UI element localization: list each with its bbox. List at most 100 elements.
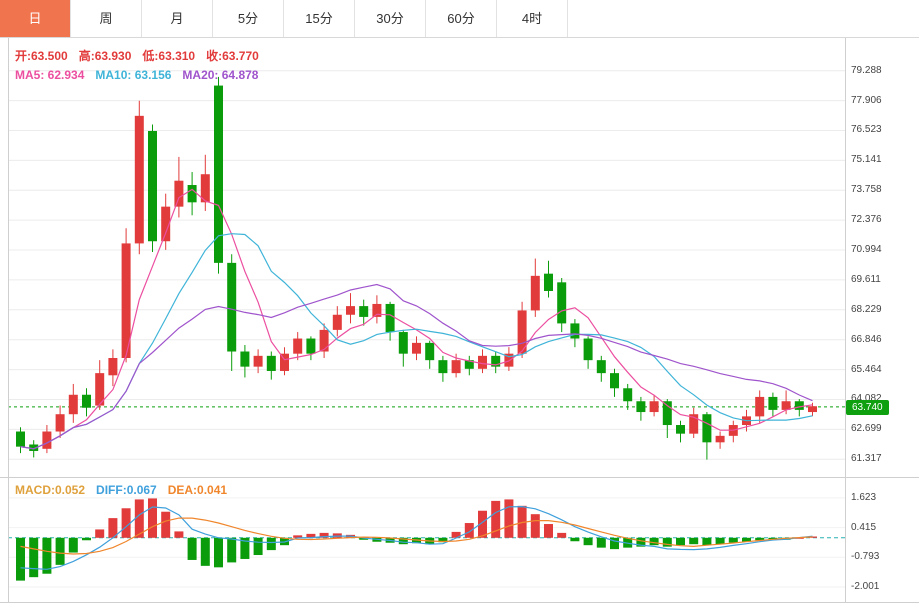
candle-body (517, 310, 527, 354)
candlestick-chart[interactable] (8, 38, 845, 478)
candle-body (702, 414, 712, 443)
candle-body (121, 243, 131, 358)
macd-hist-bar (398, 537, 408, 545)
price-tick-label: 73.758 (851, 184, 882, 196)
candle-body (332, 314, 342, 330)
macd-hist-bar (29, 537, 39, 578)
macd-hist-bar (517, 505, 527, 538)
candle-body (570, 323, 580, 339)
macd-hist-bar (583, 537, 593, 546)
macd-hist-bar (121, 508, 131, 538)
candle-body (82, 394, 91, 408)
candle-body (200, 174, 210, 203)
tab-日[interactable]: 日 (0, 0, 71, 37)
candle-body (385, 303, 395, 333)
macd-tick-label: 0.415 (851, 521, 877, 533)
macd-hist-bar (728, 537, 738, 543)
candle-body (464, 360, 474, 369)
macd-hist-bar (570, 537, 580, 542)
tab-5分[interactable]: 5分 (213, 0, 284, 37)
candle-body (781, 401, 791, 410)
price-tick-label: 70.994 (851, 244, 882, 256)
candle-body (491, 355, 501, 367)
candle-body (187, 185, 197, 203)
candle-body (649, 401, 659, 413)
candle-body (596, 360, 606, 374)
candle-body (240, 351, 250, 367)
price-tick-label: 77.906 (851, 94, 882, 106)
macd-hist-bar (742, 537, 751, 542)
candle-body (425, 342, 435, 361)
candle-body (398, 332, 408, 354)
bottom-border (0, 602, 919, 603)
macd-hist-bar (478, 510, 487, 538)
macd-hist-bar (438, 537, 448, 543)
candle-body (676, 425, 685, 434)
candle-body (504, 353, 514, 367)
macd-hist-bar (715, 537, 725, 545)
macd-tick-label: 1.623 (851, 491, 877, 503)
candle-body (108, 358, 118, 376)
macd-hist-bar (16, 537, 25, 581)
candle-body (253, 355, 263, 367)
tab-30分[interactable]: 30分 (355, 0, 426, 37)
candle-body (359, 306, 369, 317)
macd-hist-bar (596, 537, 606, 548)
macd-hist-bar (464, 523, 474, 538)
macd-hist-bar (702, 537, 712, 546)
candle-body (134, 115, 144, 244)
legend-item: 开:63.500 (15, 49, 68, 63)
macd-hist-bar (134, 499, 144, 538)
legend-item: MA10: 63.156 (95, 68, 172, 82)
macd-hist-bar (240, 537, 250, 559)
macd-hist-bar (689, 537, 699, 545)
candle-body (346, 306, 355, 315)
tab-月[interactable]: 月 (142, 0, 213, 37)
candle-body (689, 414, 699, 434)
tab-4时[interactable]: 4时 (497, 0, 568, 37)
candle-body (161, 206, 171, 242)
candle-body (451, 360, 461, 374)
candle-body (438, 360, 448, 374)
candle-body (412, 342, 421, 354)
macd-hist-bar (319, 532, 329, 538)
macd-hist-bar (227, 537, 237, 563)
macd-hist-bar (108, 518, 118, 538)
macd-chart[interactable] (8, 479, 845, 603)
candle-body (794, 401, 804, 410)
macd-hist-bar (68, 537, 78, 553)
candle-body (29, 444, 39, 451)
legend-item: DIFF:0.067 (96, 483, 157, 497)
tab-15分[interactable]: 15分 (284, 0, 355, 37)
diff-line (20, 505, 813, 570)
macd-hist-bar (359, 537, 369, 540)
macd-hist-bar (610, 537, 619, 550)
candle-body (530, 275, 540, 311)
macd-hist-bar (200, 537, 210, 566)
macd-hist-bar (161, 511, 171, 538)
legend-item: MACD:0.052 (15, 483, 86, 497)
price-tick-label: 76.523 (851, 124, 882, 136)
candle-body (544, 273, 553, 291)
candle-body (319, 329, 329, 352)
macd-hist-bar (95, 529, 105, 538)
candle-body (610, 373, 619, 389)
candle-body (280, 353, 289, 371)
macd-hist-bar (214, 537, 223, 568)
candle-body (174, 180, 184, 207)
candle-body (808, 406, 817, 413)
macd-hist-bar (557, 532, 567, 538)
price-tick-label: 61.317 (851, 453, 882, 465)
candle-body (68, 394, 78, 415)
price-tick-label: 79.288 (851, 64, 882, 76)
plot-left-border (8, 38, 9, 603)
ma-legend: MA5: 62.934 MA10: 63.156 MA20: 64.878 (15, 68, 269, 82)
macd-hist-bar (42, 537, 52, 574)
candle-body (293, 338, 303, 354)
tab-60分[interactable]: 60分 (426, 0, 497, 37)
candle-body (42, 431, 52, 449)
tab-周[interactable]: 周 (71, 0, 142, 37)
price-tick-label: 62.699 (851, 423, 882, 435)
candle-body (715, 435, 725, 443)
macd-legend: MACD:0.052 DIFF:0.067 DEA:0.041 (15, 483, 238, 497)
